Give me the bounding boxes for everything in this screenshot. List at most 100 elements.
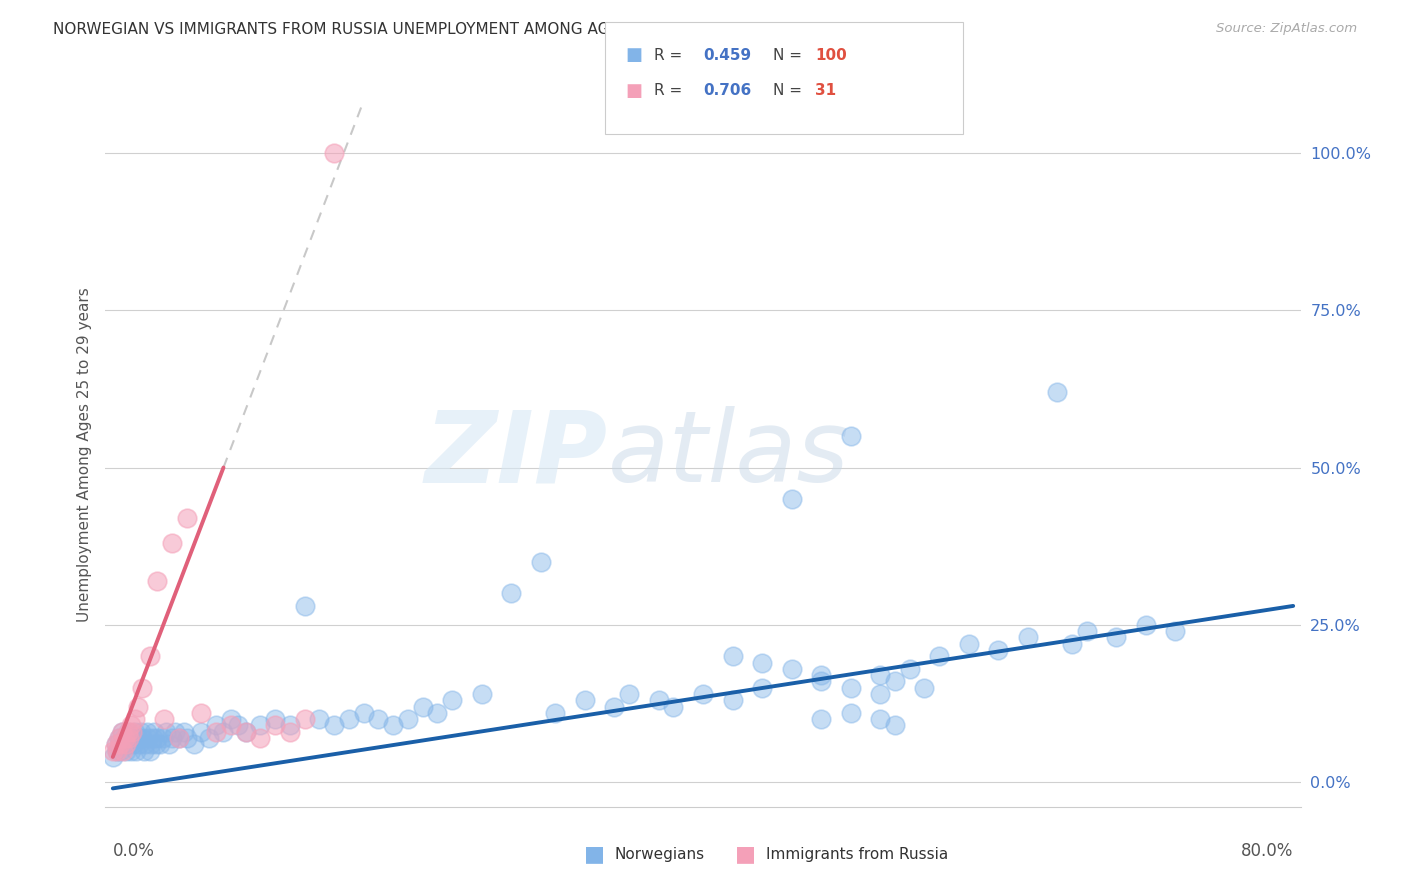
Point (692, 687, 714, 701)
Text: 0.0%: 0.0% (112, 842, 155, 860)
Point (105, 744, 128, 758)
Point (721, 649, 744, 664)
Point (115, 737, 138, 751)
Point (382, 718, 405, 732)
Point (115, 744, 138, 758)
Point (131, 731, 153, 745)
Text: N =: N = (773, 48, 807, 62)
Point (721, 693, 744, 707)
Point (114, 731, 136, 745)
Point (120, 718, 142, 732)
Point (176, 731, 198, 745)
Point (124, 724, 146, 739)
Point (337, 712, 360, 726)
Point (104, 737, 127, 751)
Y-axis label: Unemployment Among Ages 25 to 29 years: Unemployment Among Ages 25 to 29 years (76, 287, 91, 623)
Point (176, 511, 198, 525)
Point (132, 744, 155, 758)
Text: Source: ZipAtlas.com: Source: ZipAtlas.com (1216, 22, 1357, 36)
Point (278, 718, 301, 732)
Point (323, 718, 346, 732)
Point (1060, 637, 1083, 651)
Point (619, 687, 641, 701)
Text: NORWEGIAN VS IMMIGRANTS FROM RUSSIA UNEMPLOYMENT AMONG AGES 25 TO 29 YEARS CORRE: NORWEGIAN VS IMMIGRANTS FROM RUSSIA UNEM… (53, 22, 928, 37)
Point (101, 750, 124, 764)
Point (662, 699, 685, 714)
Point (153, 712, 176, 726)
Point (780, 662, 803, 676)
Point (1164, 624, 1187, 639)
Point (136, 731, 159, 745)
Point (501, 586, 523, 600)
Point (839, 706, 862, 720)
Point (107, 731, 129, 745)
Point (135, 724, 157, 739)
Point (190, 724, 212, 739)
Point (105, 744, 128, 758)
Point (235, 724, 257, 739)
Point (131, 681, 153, 695)
Point (118, 731, 141, 745)
Point (308, 712, 330, 726)
Text: 0.706: 0.706 (703, 84, 751, 98)
Point (212, 724, 235, 739)
Point (173, 724, 195, 739)
Text: R =: R = (654, 48, 688, 62)
Point (987, 643, 1010, 657)
Point (530, 555, 553, 569)
Text: N =: N = (773, 84, 807, 98)
Point (117, 724, 139, 739)
Point (810, 668, 832, 682)
Point (883, 674, 905, 689)
Point (544, 706, 567, 720)
Point (155, 724, 177, 739)
Point (146, 731, 169, 745)
Point (142, 731, 165, 745)
Text: R =: R = (654, 84, 688, 98)
Point (869, 687, 891, 701)
Text: ■: ■ (626, 82, 643, 100)
Text: 100: 100 (815, 48, 848, 62)
Point (1135, 617, 1157, 632)
Point (145, 737, 167, 751)
Point (912, 681, 935, 695)
Point (353, 706, 375, 720)
Point (138, 744, 160, 758)
Point (780, 491, 803, 506)
Text: ■: ■ (626, 46, 643, 64)
Point (574, 693, 596, 707)
Point (412, 699, 434, 714)
Point (264, 718, 287, 732)
Point (167, 731, 190, 745)
Point (143, 724, 166, 739)
Point (138, 649, 160, 664)
Point (810, 674, 832, 689)
Point (121, 724, 143, 739)
Point (235, 724, 257, 739)
Text: ■: ■ (583, 845, 605, 864)
Text: Norwegians: Norwegians (614, 847, 704, 862)
Point (152, 731, 174, 745)
Point (167, 731, 190, 745)
Point (249, 731, 271, 745)
Point (264, 712, 287, 726)
Point (108, 737, 131, 751)
Point (163, 724, 186, 739)
Point (141, 737, 163, 751)
Point (125, 744, 148, 758)
Point (1076, 624, 1098, 639)
Point (839, 681, 862, 695)
Text: ZIP: ZIP (425, 407, 607, 503)
Point (471, 687, 494, 701)
Point (112, 744, 135, 758)
Point (957, 637, 980, 651)
Point (1105, 631, 1128, 645)
Text: ■: ■ (735, 845, 756, 864)
Point (1046, 384, 1069, 399)
Text: 80.0%: 80.0% (1241, 842, 1294, 860)
Point (928, 649, 950, 664)
Point (197, 731, 219, 745)
Point (160, 536, 183, 550)
Point (1017, 631, 1039, 645)
Point (249, 718, 271, 732)
